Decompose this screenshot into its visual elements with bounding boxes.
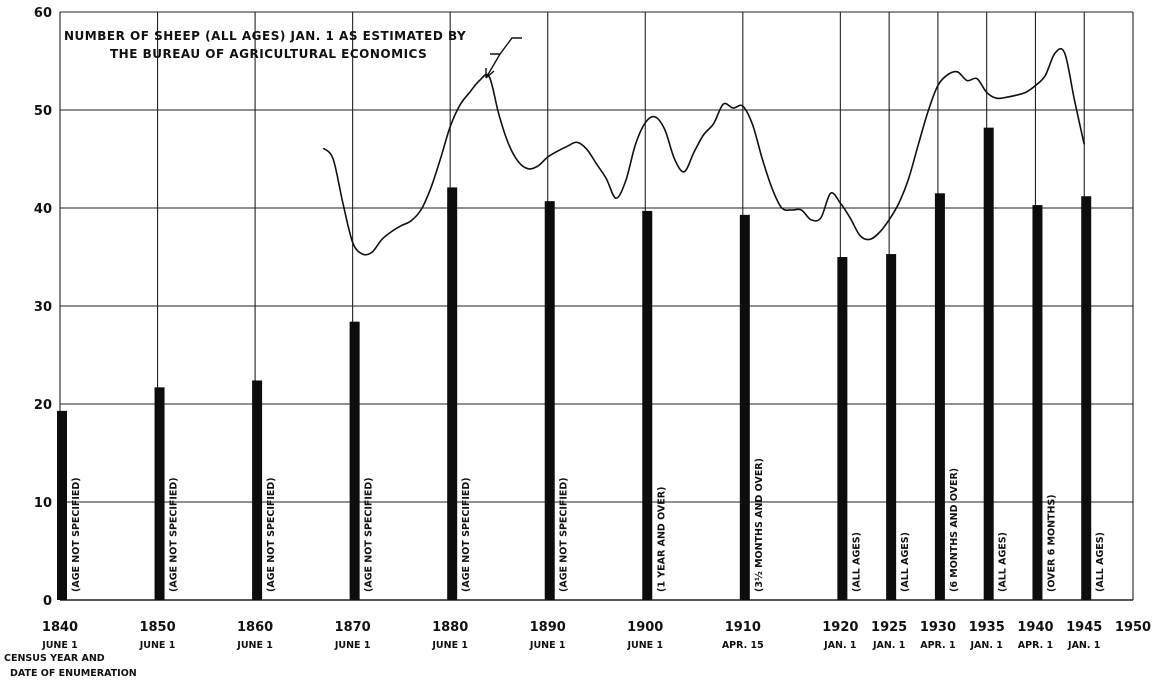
bar-1930 xyxy=(934,193,945,601)
x-tick-date: JUNE 1 xyxy=(334,640,371,651)
bar-note-1925: (ALL AGES) xyxy=(900,532,911,592)
bar-note-1840: (AGE NOT SPECIFIED) xyxy=(71,477,82,592)
x-tick-label: 1860 xyxy=(237,620,273,635)
x-axis-title-line-2: DATE OF ENUMERATION xyxy=(10,668,137,679)
bar-note-1920: (ALL AGES) xyxy=(851,532,862,592)
bar-note-1935: (ALL AGES) xyxy=(998,532,1009,592)
bar-1945 xyxy=(1081,196,1092,601)
annotation-group: NUMBER OF SHEEP (ALL AGES) JAN. 1 AS EST… xyxy=(64,29,522,79)
x-tick-date: JUNE 1 xyxy=(41,640,78,651)
bar-note-1900: (1 YEAR AND OVER) xyxy=(656,487,667,592)
x-tick-label: 1900 xyxy=(627,620,663,635)
bar-1940 xyxy=(1032,205,1043,600)
x-tick-label: 1925 xyxy=(871,620,907,635)
y-tick-label: 30 xyxy=(34,300,52,315)
x-tick-date: APR. 1 xyxy=(920,640,955,651)
x-tick-date: APR. 15 xyxy=(722,640,764,651)
x-tick-date: JUNE 1 xyxy=(236,640,273,651)
x-axis-title-line-1: CENSUS YEAR AND xyxy=(4,653,105,664)
bars xyxy=(57,127,1092,601)
x-tick-label: 1945 xyxy=(1066,620,1102,635)
x-tick-date: JUNE 1 xyxy=(529,640,566,651)
x-tick-label: 1840 xyxy=(42,620,78,635)
x-tick-label: 1935 xyxy=(969,620,1005,635)
x-tick-label: 1850 xyxy=(139,620,175,635)
bar-note-1880: (AGE NOT SPECIFIED) xyxy=(461,477,472,592)
bar-note-1850: (AGE NOT SPECIFIED) xyxy=(169,477,180,592)
bar-1925 xyxy=(886,254,897,600)
x-tick-date: JAN. 1 xyxy=(969,640,1002,651)
grid xyxy=(59,11,1134,601)
bar-note-1890: (AGE NOT SPECIFIED) xyxy=(559,477,570,592)
bar-1870 xyxy=(349,321,360,600)
y-tick-label: 10 xyxy=(34,496,52,511)
y-tick-label: 0 xyxy=(43,594,52,609)
bar-note-1945: (ALL AGES) xyxy=(1095,532,1106,592)
bar-notes: (AGE NOT SPECIFIED) (AGE NOT SPECIFIED) (A… xyxy=(71,458,1106,592)
bar-1935 xyxy=(983,127,994,600)
x-tick-label: 1920 xyxy=(822,620,858,635)
annotation-line-1: NUMBER OF SHEEP (ALL AGES) JAN. 1 AS EST… xyxy=(64,29,466,43)
bar-1900 xyxy=(642,210,653,600)
y-tick-label: 20 xyxy=(34,398,52,413)
y-tick-label: 50 xyxy=(34,104,52,119)
x-tick-label: 1880 xyxy=(432,620,468,635)
bar-note-1910: (3½ MONTHS AND OVER) xyxy=(754,458,765,592)
bar-1880 xyxy=(447,187,458,601)
x-tick-label: 1870 xyxy=(335,620,371,635)
x-tick-date: JAN. 1 xyxy=(823,640,856,651)
x-tick-date: JAN. 1 xyxy=(1067,640,1100,651)
tick-labels: 0 10 20 30 40 50 60 1840 JUNE 1 1850 JUNE 1 1860 JUN… xyxy=(34,6,1151,651)
bar-1910 xyxy=(739,214,750,601)
bar-note-1860: (AGE NOT SPECIFIED) xyxy=(266,477,277,592)
x-tick-date: JUNE 1 xyxy=(139,640,176,651)
x-tick-date: JUNE 1 xyxy=(626,640,663,651)
bar-note-1940: (OVER 6 MONTHS) xyxy=(1046,494,1057,592)
estimate-line-group xyxy=(322,47,1085,256)
estimate-line xyxy=(322,47,1085,256)
x-tick-date: APR. 1 xyxy=(1018,640,1053,651)
bar-1920 xyxy=(837,257,848,600)
bar-1890 xyxy=(544,201,555,600)
x-tick-date: JUNE 1 xyxy=(431,640,468,651)
y-tick-label: 60 xyxy=(34,6,52,21)
bar-note-1870: (AGE NOT SPECIFIED) xyxy=(364,477,375,592)
annotation-arrow xyxy=(485,37,522,79)
bar-1850 xyxy=(154,387,165,600)
x-tick-label: 1890 xyxy=(530,620,566,635)
x-tick-date: JAN. 1 xyxy=(872,640,905,651)
x-tick-label: 1950 xyxy=(1115,620,1151,635)
bar-note-1930: (6 MONTHS AND OVER) xyxy=(949,468,960,592)
x-tick-label: 1930 xyxy=(920,620,956,635)
bar-1840 xyxy=(57,410,67,600)
y-tick-label: 40 xyxy=(34,202,52,217)
x-tick-label: 1910 xyxy=(725,620,761,635)
bar-1860 xyxy=(252,380,263,600)
x-axis-title: CENSUS YEAR AND DATE OF ENUMERATION xyxy=(4,653,137,679)
x-tick-label: 1940 xyxy=(1017,620,1053,635)
annotation-line-2: THE BUREAU OF AGRICULTURAL ECONOMICS xyxy=(110,47,427,61)
